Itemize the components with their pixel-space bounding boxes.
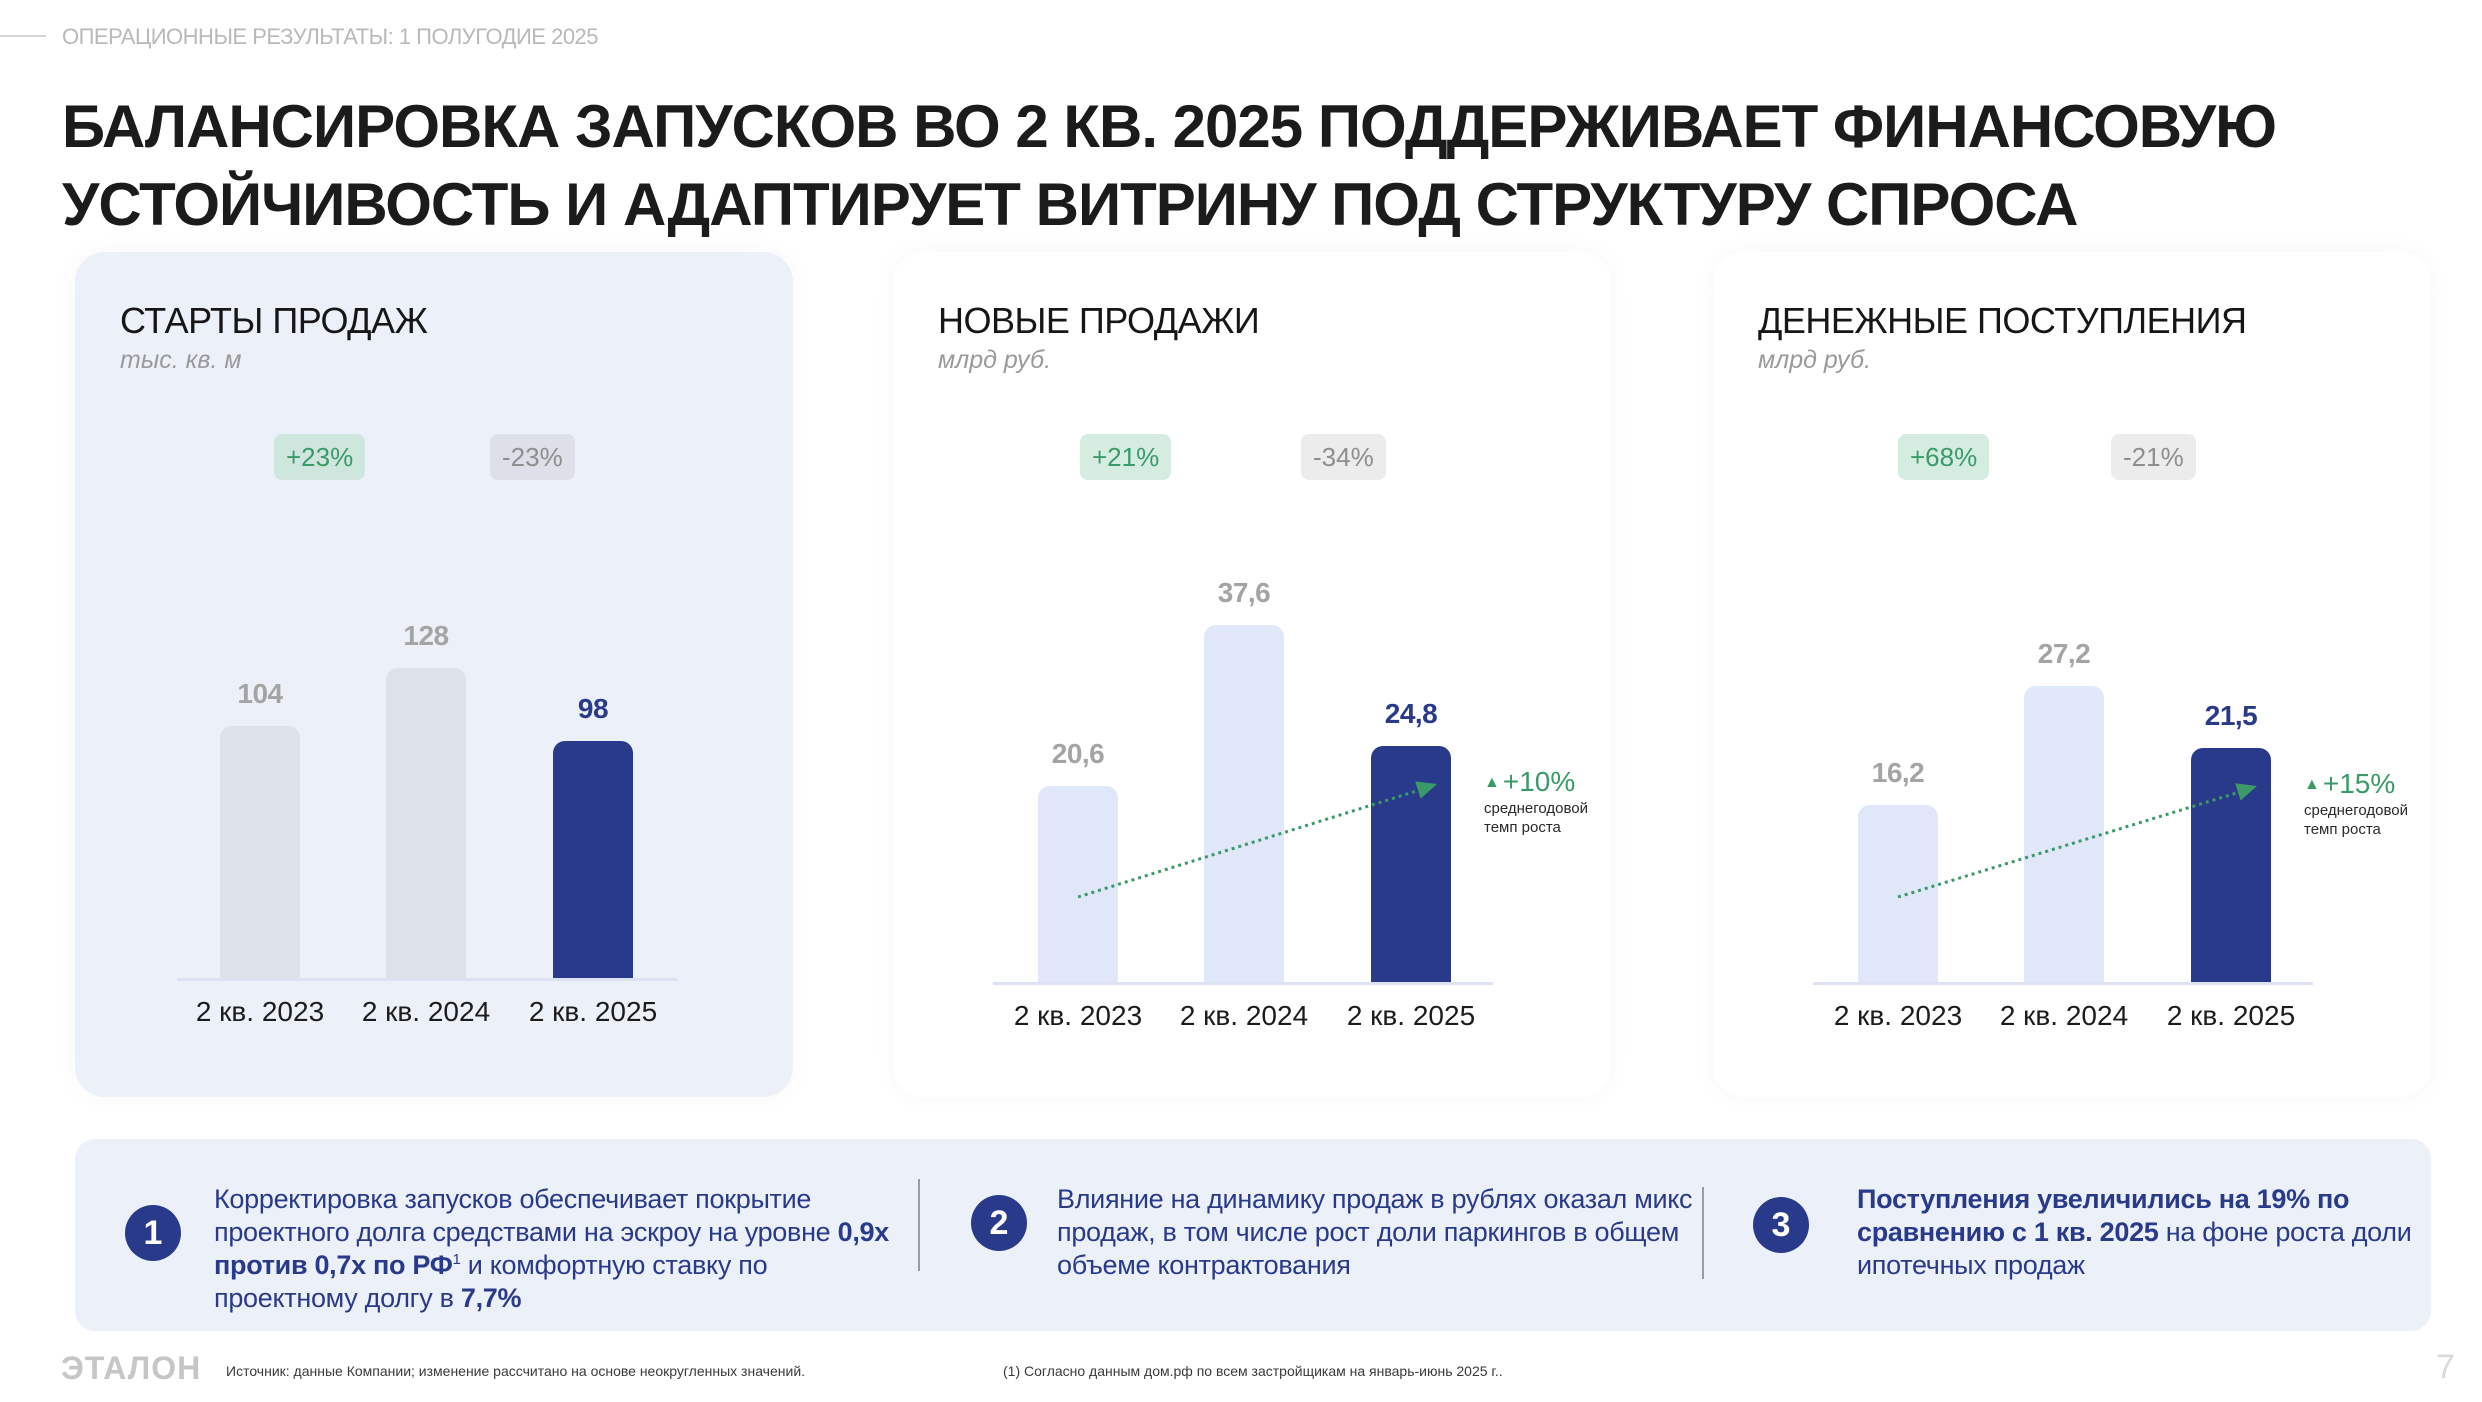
change-badge-up: +21%	[1080, 434, 1172, 480]
divider	[918, 1179, 920, 1271]
card-unit: млрд руб.	[1758, 346, 1872, 374]
category-label: 2 кв. 2024	[361, 996, 491, 1027]
point-text: Влияние на динамику продаж в рублях оказ…	[1057, 1184, 1693, 1280]
bar	[1858, 805, 1938, 982]
x-axis-line	[993, 982, 1493, 985]
page-title: БАЛАНСИРОВКА ЗАПУСКОВ ВО 2 КВ. 2025 ПОДД…	[62, 88, 2277, 244]
cagr-label: среднегодовой	[1484, 800, 1589, 817]
card-title: ДЕНЕЖНЫЕ ПОСТУПЛЕНИЯ	[1758, 300, 2247, 341]
category-label: 2 кв. 2024	[1179, 1000, 1309, 1031]
section-header: ОПЕРАЦИОННЫЕ РЕЗУЛЬТАТЫ: 1 ПОЛУГОДИЕ 202…	[62, 24, 599, 49]
change-badge-up: +68%	[1898, 434, 1990, 480]
company-logo: ЭТАЛОН	[61, 1350, 202, 1386]
card-unit: тыс. кв. м	[120, 346, 242, 374]
cagr-annotation: ▲ +10% среднегодовой темп роста	[1484, 766, 1588, 837]
point-number-badge: 2	[971, 1195, 1027, 1251]
bar-value-label: 104	[237, 678, 283, 709]
bar	[1204, 625, 1284, 982]
category-label: 2 кв. 2023	[1833, 1000, 1963, 1031]
card-sales-starts: СТАРТЫ ПРОДАЖ тыс. кв. м +23% -23% 104 2 …	[75, 252, 793, 1097]
bar	[2024, 686, 2104, 982]
bar-value-label: 20,6	[1051, 738, 1105, 769]
triangle-up-icon: ▲	[2304, 776, 2320, 793]
x-axis-line	[1813, 982, 2313, 985]
triangle-up-icon: ▲	[1484, 774, 1500, 791]
category-label: 2 кв. 2023	[195, 996, 325, 1027]
cagr-label: среднегодовой	[2304, 802, 2409, 819]
bar	[2191, 748, 2271, 982]
bar	[1038, 786, 1118, 982]
footnote: (1) Согласно данным дом.рф по всем застр…	[1003, 1363, 1503, 1379]
cagr-annotation: ▲ +15% среднегодовой темп роста	[2304, 768, 2408, 839]
point-number-badge: 1	[125, 1205, 181, 1261]
card-cash-receipts: ДЕНЕЖНЫЕ ПОСТУПЛЕНИЯ млрд руб. +68% -21%…	[1713, 252, 2431, 1097]
bar-value-label: 128	[403, 620, 449, 651]
category-label: 2 кв. 2025	[1346, 1000, 1476, 1031]
category-label: 2 кв. 2025	[2166, 1000, 2296, 1031]
bar	[553, 741, 633, 978]
card-title: СТАРТЫ ПРОДАЖ	[120, 300, 428, 341]
change-badge-down: -21%	[2111, 434, 2196, 480]
page-title-line-2: УСТОЙЧИВОСТЬ И АДАПТИРУЕТ ВИТРИНУ ПОД СТ…	[62, 171, 2078, 238]
card-title: НОВЫЕ ПРОДАЖИ	[938, 300, 1260, 341]
page-number: 7	[2436, 1348, 2455, 1386]
bar-value-label: 27,2	[2037, 638, 2091, 669]
bar-value-label: 16,2	[1871, 757, 1925, 788]
bar-chart: 20,6 2 кв. 2023 37,6 2 кв. 2024 24,8 2 кв. 20…	[893, 252, 1611, 1097]
change-badge-up: +23%	[274, 434, 366, 480]
change-badge-down: -34%	[1301, 434, 1386, 480]
bar-chart: 16,2 2 кв. 2023 27,2 2 кв. 2024 21,5 2 кв. 20…	[1713, 252, 2431, 1097]
key-points-panel: 1 Корректировка запусков обеспечивает по…	[75, 1139, 2431, 1331]
source-note: Источник: данные Компании; изменение рас…	[226, 1363, 806, 1379]
point-text: Корректировка запусков обеспечивает покр…	[214, 1184, 889, 1313]
bar	[220, 726, 300, 978]
card-unit: млрд руб.	[938, 346, 1052, 374]
point-text: Поступления увеличились на 19% по сравне…	[1857, 1184, 2412, 1280]
x-axis-line	[177, 978, 677, 981]
category-label: 2 кв. 2024	[1999, 1000, 2129, 1031]
bar-value-label: 21,5	[2204, 700, 2258, 731]
change-badge-down: -23%	[490, 434, 575, 480]
bar-value-label: 24,8	[1384, 698, 1438, 729]
bar	[386, 668, 466, 978]
page-title-line-1: БАЛАНСИРОВКА ЗАПУСКОВ ВО 2 КВ. 2025 ПОДД…	[62, 93, 2277, 160]
bar	[1371, 746, 1451, 982]
category-label: 2 кв. 2023	[1013, 1000, 1143, 1031]
cagr-label: темп роста	[1484, 819, 1561, 836]
category-label: 2 кв. 2025	[528, 996, 658, 1027]
header-decor-line	[0, 35, 46, 37]
card-new-sales: НОВЫЕ ПРОДАЖИ млрд руб. +21% -34% 20,6 2 …	[893, 252, 1611, 1097]
bar-value-label: 37,6	[1217, 577, 1271, 608]
cagr-value: ▲ +15%	[2304, 768, 2396, 799]
cagr-label: темп роста	[2304, 821, 2381, 838]
bar-value-label: 98	[577, 693, 609, 724]
cagr-value: ▲ +10%	[1484, 766, 1576, 797]
bar-chart: 104 2 кв. 2023 128 2 кв. 2024 98 2 кв. 2025	[75, 252, 793, 1097]
point-number-badge: 3	[1753, 1197, 1809, 1253]
divider	[1702, 1187, 1704, 1279]
